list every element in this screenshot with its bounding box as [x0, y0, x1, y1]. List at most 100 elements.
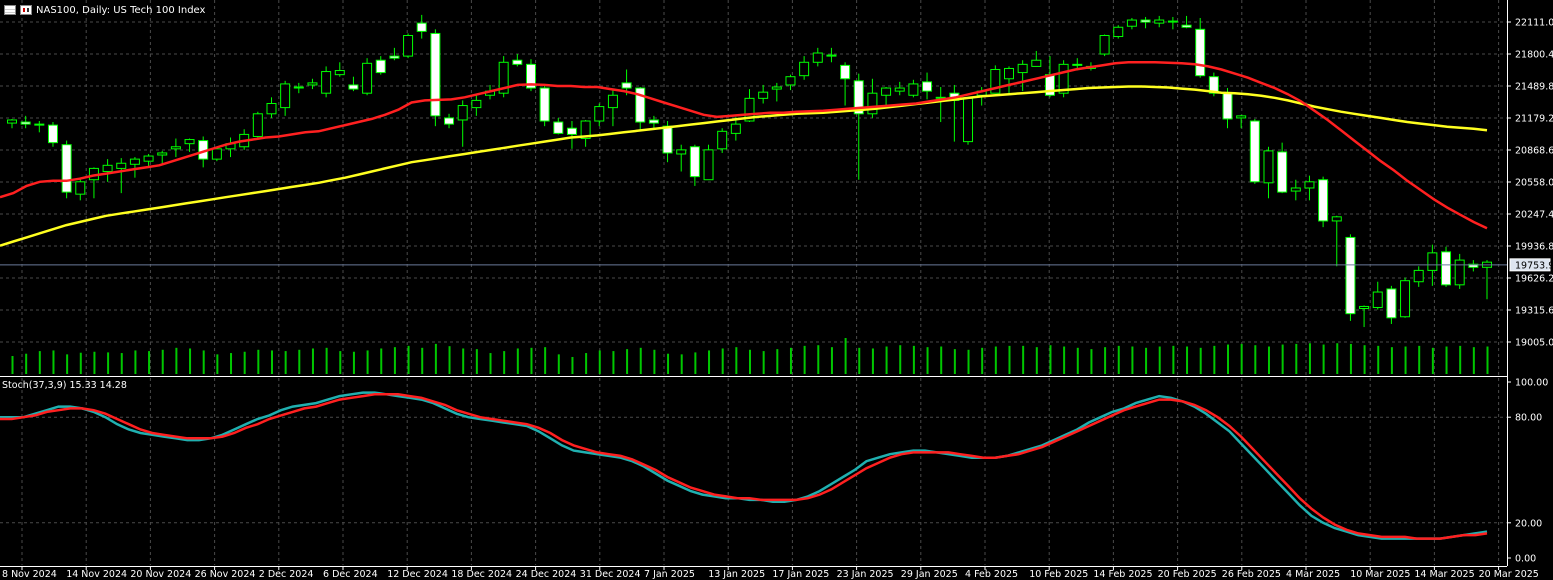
volume-bar: [1377, 345, 1380, 374]
candle-body: [908, 83, 919, 96]
candle-body: [594, 106, 605, 122]
volume-bar: [1295, 343, 1298, 374]
x-tick-label: 6 Dec 2024: [323, 569, 378, 580]
candle-body: [1359, 305, 1370, 310]
candle-body: [1331, 216, 1342, 222]
candle-body: [157, 152, 168, 156]
volume-bar: [926, 347, 929, 374]
volume-bar: [216, 354, 219, 374]
y-tick-label: 22111.0: [1515, 18, 1553, 29]
candle-body: [102, 164, 113, 172]
candle-body: [1167, 20, 1178, 23]
candle-body: [375, 59, 386, 74]
x-tick-label: 24 Dec 2024: [516, 569, 577, 580]
volume-bar: [311, 348, 314, 374]
y-tick-label: 20868.6: [1515, 146, 1553, 157]
candle-body: [211, 148, 222, 160]
x-tick-label: 2 Dec 2024: [259, 569, 314, 580]
volume-bar: [844, 338, 847, 374]
ma-fast-line: [0, 61, 1488, 230]
candle-body: [758, 91, 769, 99]
candle-body: [1031, 59, 1042, 67]
candle-body: [416, 22, 427, 32]
candle-body: [170, 146, 181, 150]
volume-bar: [1445, 346, 1448, 374]
volume-bar: [858, 347, 861, 374]
stochastic-label: Stoch(37,3,9) 15.33 14.28: [2, 380, 127, 391]
volume-bar: [1240, 343, 1243, 374]
volume-bar: [667, 353, 670, 374]
y-tick-label: 21489.8: [1515, 82, 1553, 93]
y-tick-label: 19005.0: [1515, 338, 1553, 349]
stochastic-lines: [0, 391, 1488, 540]
volume-bar: [339, 351, 342, 374]
volume-bar: [994, 346, 997, 374]
candle-body: [1318, 179, 1329, 222]
candle-body: [799, 61, 810, 77]
volume-bar: [1076, 347, 1079, 374]
x-tick-label: 4 Mar 2025: [1286, 569, 1340, 580]
x-tick-label: 12 Dec 2024: [387, 569, 448, 580]
volume-bar: [475, 349, 478, 374]
volume-bar: [407, 345, 410, 374]
candle-body: [1222, 92, 1233, 120]
candle-body: [1263, 150, 1274, 184]
volume-bar: [1281, 344, 1284, 374]
x-tick-label: 31 Dec 2024: [580, 569, 641, 580]
candle-body: [785, 76, 796, 86]
candles: [7, 14, 1492, 328]
candle-body: [635, 87, 646, 123]
moving-averages: [0, 61, 1488, 247]
volume-bar: [1049, 345, 1052, 374]
y-tick-label: 20558.0: [1515, 178, 1553, 189]
volume-bar: [1035, 347, 1038, 374]
candle-body: [293, 86, 304, 89]
volume-bar: [789, 347, 792, 374]
x-tick-label: 14 Feb 2025: [1093, 569, 1152, 580]
x-tick-label: 7 Jan 2025: [644, 569, 695, 580]
volume-bar: [107, 352, 110, 374]
volume-bar: [612, 351, 615, 374]
candle-body: [867, 92, 878, 115]
volume-bar: [1336, 343, 1339, 374]
bar-chart-icon[interactable]: [20, 5, 32, 15]
candle-body: [922, 81, 933, 92]
volume-bar: [38, 351, 41, 374]
candle-body: [1277, 151, 1288, 193]
candle-body: [1058, 63, 1069, 94]
candle-body: [840, 64, 851, 80]
volume-bar: [653, 349, 656, 374]
candle-body: [648, 119, 659, 124]
candle-body: [1140, 19, 1151, 23]
candle-body: [553, 121, 564, 134]
candle-body: [1400, 280, 1411, 318]
volume-bar: [708, 350, 711, 374]
x-tick-label: 20 Nov 2024: [130, 569, 191, 580]
y-tick-label: 19315.6: [1515, 306, 1553, 317]
candle-body: [1195, 28, 1206, 77]
y-tick-label: 21800.4: [1515, 50, 1553, 61]
volume-bar: [1158, 346, 1161, 374]
candle-body: [1427, 252, 1438, 271]
x-tick-label: 14 Nov 2024: [66, 569, 127, 580]
volume-bar: [1363, 345, 1366, 374]
candle-body: [1099, 34, 1110, 55]
candle-body: [1017, 63, 1028, 74]
volume-bar: [585, 353, 588, 374]
candle-body: [1468, 263, 1479, 268]
volume-bar: [1186, 346, 1189, 374]
volume-bar: [489, 353, 492, 374]
x-tick-label: 26 Nov 2024: [195, 569, 256, 580]
y-tick-label: 19936.8: [1515, 242, 1553, 253]
x-tick-label: 18 Dec 2024: [451, 569, 512, 580]
volume-bar: [817, 345, 820, 374]
candle-body: [580, 120, 591, 140]
volume-bar: [120, 353, 123, 374]
candle-body: [1290, 187, 1301, 192]
candle-body: [430, 32, 441, 117]
candle-body: [403, 34, 414, 57]
candle-body: [1154, 19, 1165, 24]
candle-body: [280, 83, 291, 109]
volume-bar: [93, 351, 96, 374]
grid-icon[interactable]: [4, 5, 16, 15]
